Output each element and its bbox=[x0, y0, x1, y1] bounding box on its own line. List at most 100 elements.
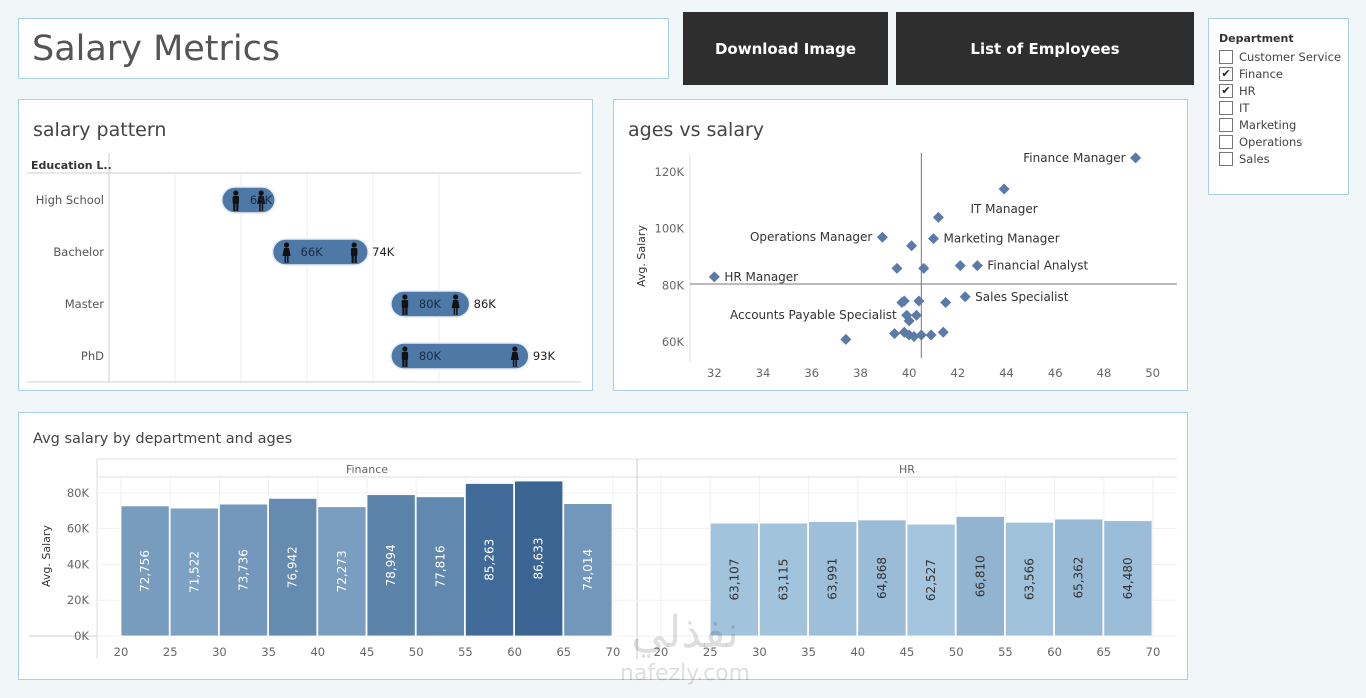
person-leg bbox=[287, 256, 289, 263]
filter-checkbox[interactable]: ✔ bbox=[1219, 66, 1233, 81]
download-image-button[interactable]: Download Image bbox=[683, 12, 888, 85]
x-tick-label: 42 bbox=[951, 366, 966, 380]
x-tick-label: 25 bbox=[703, 645, 718, 659]
scatter-point bbox=[928, 233, 939, 245]
point-label: Sales Specialist bbox=[975, 290, 1069, 304]
filter-label: Operations bbox=[1239, 134, 1303, 149]
filter-checkbox[interactable] bbox=[1219, 100, 1233, 115]
person-leg bbox=[515, 360, 517, 367]
filter-item-operations[interactable]: Operations bbox=[1219, 133, 1302, 150]
filter-checkbox[interactable] bbox=[1219, 151, 1233, 166]
bar bbox=[514, 480, 564, 637]
x-tick-label: 35 bbox=[801, 645, 816, 659]
person-leg bbox=[284, 256, 287, 263]
bar-value-label: 74,014 bbox=[581, 549, 595, 591]
person-dress bbox=[282, 248, 291, 256]
filter-checkbox[interactable] bbox=[1219, 117, 1233, 132]
bar-value-label: 72,273 bbox=[335, 550, 349, 592]
ages-vs-salary-title: ages vs salary bbox=[628, 119, 765, 141]
x-tick-label: 50 bbox=[949, 645, 964, 659]
filter-checkbox[interactable] bbox=[1219, 49, 1233, 64]
x-tick-label: 45 bbox=[900, 645, 915, 659]
scatter-point bbox=[903, 315, 915, 327]
y-tick-label: 80K bbox=[67, 486, 90, 500]
y-tick-label: 100K bbox=[655, 222, 685, 236]
category-label: High School bbox=[36, 193, 104, 207]
x-tick-label: 30 bbox=[212, 645, 227, 659]
person-leg bbox=[402, 360, 405, 367]
ages-vs-salary-panel: ages vs salary 32 34 36 38 40 42 44 46 48 50 60K 80… bbox=[613, 99, 1188, 391]
filter-label: Finance bbox=[1239, 66, 1283, 81]
scatter-point bbox=[998, 183, 1010, 195]
point-label: Accounts Payable Specialist bbox=[730, 308, 897, 322]
male-value-label: 80K bbox=[419, 297, 442, 311]
list-of-employees-button[interactable]: List of Employees bbox=[896, 12, 1194, 85]
male-icon bbox=[401, 346, 409, 367]
x-tick-label: 44 bbox=[999, 366, 1014, 380]
filter-item-hr[interactable]: ✔ HR bbox=[1219, 82, 1256, 99]
male-icon bbox=[350, 242, 358, 263]
scatter-point bbox=[910, 309, 922, 321]
x-tick-label: 70 bbox=[606, 645, 621, 659]
scatter-point bbox=[913, 295, 925, 307]
filter-item-customer-service[interactable]: Customer Service bbox=[1219, 48, 1341, 65]
female-value-label: 93K bbox=[533, 349, 556, 363]
y-tick-label: 60K bbox=[67, 522, 90, 536]
male-icon bbox=[401, 294, 409, 315]
y-tick-label: 0K bbox=[74, 629, 89, 643]
bar-value-label: 71,522 bbox=[187, 551, 201, 593]
filter-label: HR bbox=[1239, 83, 1256, 98]
avg-salary-chart: 0K 20K 40K 60K 80K Avg. Salary Finance 20 25 30 35… bbox=[29, 458, 1177, 659]
bar-value-label: 63,115 bbox=[777, 559, 791, 601]
bar bbox=[906, 523, 956, 637]
person-leg bbox=[453, 308, 456, 315]
scatter-point bbox=[937, 326, 949, 338]
person-body bbox=[232, 196, 240, 204]
person-head bbox=[402, 346, 408, 352]
filter-checkbox[interactable]: ✔ bbox=[1219, 83, 1233, 98]
title-box: Salary Metrics bbox=[18, 18, 669, 79]
bar-value-label: 64,868 bbox=[875, 557, 889, 599]
male-value-label: 74K bbox=[372, 245, 395, 259]
filter-item-marketing[interactable]: Marketing bbox=[1219, 116, 1296, 133]
scatter-point bbox=[840, 333, 852, 345]
salary-pattern-chart: Education L.. High School 63K Bachelor 66K 74… bbox=[27, 153, 581, 383]
x-tick-label: 34 bbox=[756, 366, 771, 380]
point-label: Marketing Manager bbox=[944, 232, 1060, 246]
bar bbox=[169, 507, 219, 637]
scatter-point bbox=[1130, 152, 1142, 164]
person-dress bbox=[510, 352, 519, 360]
female-icon bbox=[451, 294, 460, 315]
person-body bbox=[401, 352, 409, 360]
bar bbox=[1005, 521, 1055, 637]
bar-value-label: 66,810 bbox=[973, 555, 987, 597]
x-tick-label: 35 bbox=[261, 645, 276, 659]
filter-item-sales[interactable]: Sales bbox=[1219, 150, 1270, 167]
person-dress bbox=[451, 300, 460, 308]
scatter-point bbox=[925, 329, 937, 341]
female-icon bbox=[257, 190, 266, 211]
point-label: HR Manager bbox=[724, 270, 798, 284]
bar bbox=[759, 522, 809, 637]
scatter-point bbox=[918, 262, 930, 274]
person-head bbox=[512, 346, 518, 352]
filter-checkbox[interactable] bbox=[1219, 134, 1233, 149]
scatter-point bbox=[932, 211, 944, 223]
bar bbox=[366, 494, 416, 637]
x-tick-label: 50 bbox=[1145, 366, 1160, 380]
filter-title: Department bbox=[1219, 32, 1294, 45]
filter-item-finance[interactable]: ✔ Finance bbox=[1219, 65, 1283, 82]
bar-value-label: 76,942 bbox=[286, 546, 300, 588]
person-leg bbox=[351, 256, 354, 263]
x-tick-label: 55 bbox=[998, 645, 1013, 659]
x-tick-label: 20 bbox=[114, 645, 129, 659]
bar bbox=[317, 506, 367, 637]
filter-item-it[interactable]: IT bbox=[1219, 99, 1249, 116]
panel-header: Finance bbox=[346, 463, 388, 476]
bar bbox=[464, 483, 514, 637]
y-axis-label: Avg. Salary bbox=[635, 225, 648, 287]
bar-value-label: 78,994 bbox=[384, 544, 398, 586]
female-icon bbox=[510, 346, 519, 367]
filter-label: IT bbox=[1239, 100, 1250, 115]
scatter-point bbox=[954, 260, 966, 272]
